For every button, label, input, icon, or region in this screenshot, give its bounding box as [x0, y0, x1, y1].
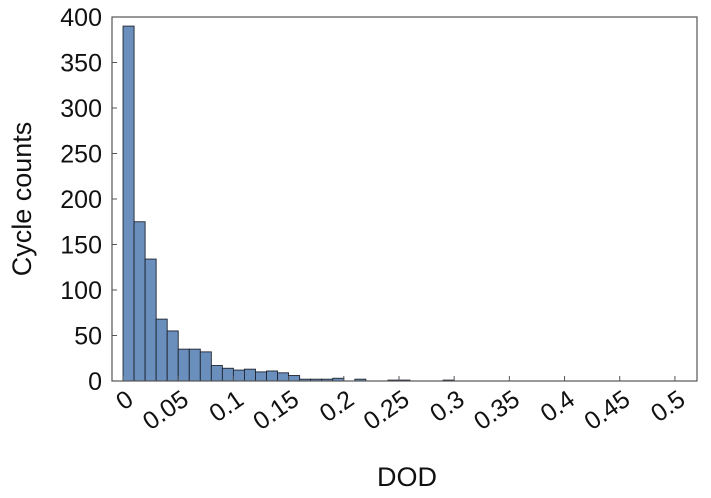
x-tick-label: 0.35: [469, 385, 525, 436]
histogram-bar: [177, 348, 190, 382]
plot-area-frame: [111, 16, 698, 382]
x-tick-label: 0.5: [646, 385, 691, 428]
histogram-bar: [166, 330, 179, 382]
y-tick-label: 0: [88, 368, 102, 396]
histogram-bar: [210, 365, 223, 382]
y-tick-label: 400: [60, 4, 102, 32]
x-tick-label: 0.4: [535, 385, 580, 428]
histogram-bar: [133, 221, 146, 382]
y-tick-label: 100: [60, 277, 102, 305]
y-tick-label: 200: [60, 186, 102, 214]
histogram-bar: [221, 367, 234, 382]
x-tick-label: 0.3: [425, 385, 470, 428]
histogram-bar: [244, 368, 256, 382]
x-tick-label: 0: [111, 385, 138, 416]
histogram-bar: [232, 369, 245, 382]
x-tick-label: 0.45: [579, 385, 635, 436]
x-tick-label: 0.05: [138, 385, 194, 436]
x-tick-label: 0.15: [248, 385, 304, 436]
y-tick-label: 50: [74, 323, 102, 351]
y-tick-label: 300: [60, 95, 102, 123]
x-tick-label: 0.1: [204, 385, 249, 428]
y-axis-ticks: 0 50 100 150 200 250 300 350 400: [60, 4, 117, 396]
y-axis-label: Cycle counts: [7, 122, 37, 277]
y-tick-label: 250: [60, 141, 102, 169]
histogram-bar: [144, 258, 157, 382]
histogram-bar: [288, 375, 301, 382]
x-tick-label: 0.25: [358, 385, 414, 436]
y-tick-label: 150: [60, 232, 102, 260]
histogram-bar: [188, 348, 201, 382]
histogram-bar: [155, 318, 168, 382]
histogram-bar: [266, 370, 279, 382]
x-tick-label: 0.2: [315, 385, 360, 428]
histogram-bar: [255, 371, 267, 382]
histogram-bar: [122, 25, 135, 382]
y-tick-label: 350: [60, 50, 102, 78]
bars-group: [122, 25, 455, 382]
x-axis-label: DOD: [377, 462, 437, 492]
histogram-bar: [199, 351, 212, 382]
x-axis-ticks: 0 0.05 0.1 0.15 0.2 0.25 0.3 0.35 0.4 0.45 0.5: [111, 376, 690, 436]
histogram-bar: [277, 372, 290, 382]
